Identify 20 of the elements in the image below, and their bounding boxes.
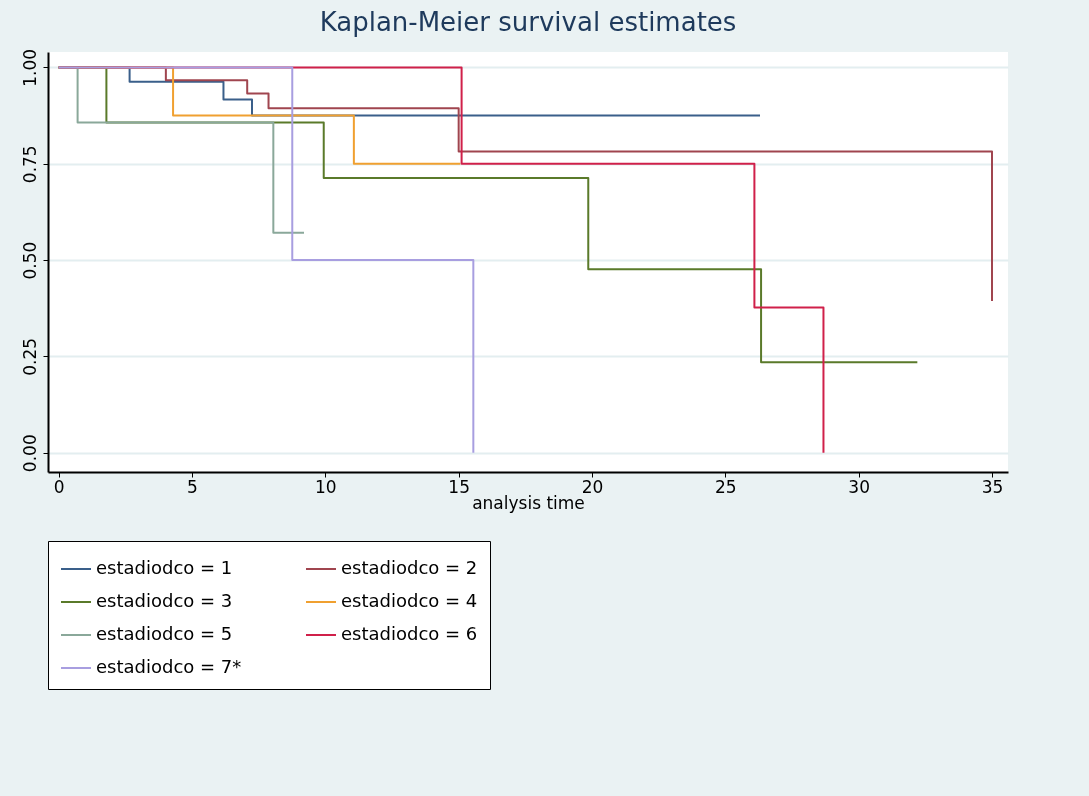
x-tick-label: 10 [315,476,337,497]
legend-label: estadiodco = 2 [341,557,478,578]
y-tick-label: 1.00 [19,48,40,87]
x-tick-label: 35 [981,476,1004,497]
y-tick-label: 0.25 [19,337,40,376]
y-tick-label: 0.50 [19,241,40,280]
legend-label: estadiodco = 1 [96,557,233,578]
y-tick-label: 0.00 [19,434,40,473]
x-tick-label: 15 [448,476,470,497]
chart-title: Kaplan-Meier survival estimates [319,7,737,38]
legend-label: estadiodco = 3 [96,590,233,611]
x-tick-label: 5 [187,476,198,497]
x-tick-label: 0 [53,476,65,497]
legend-label: estadiodco = 6 [341,623,478,644]
legend-label: estadiodco = 7* [96,656,242,677]
legend-label: estadiodco = 5 [96,623,233,644]
x-tick-label: 30 [848,476,870,497]
y-tick-label: 0.75 [19,145,40,184]
x-tick-label: 25 [715,476,737,497]
legend-label: estadiodco = 4 [341,590,478,611]
